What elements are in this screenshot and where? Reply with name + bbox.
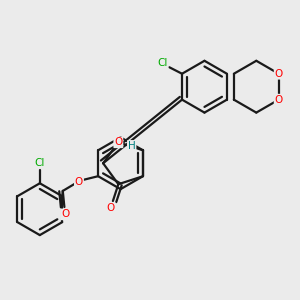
Text: O: O: [274, 94, 283, 105]
Text: O: O: [274, 69, 283, 79]
Text: O: O: [75, 176, 83, 187]
Text: Cl: Cl: [157, 58, 167, 68]
Text: O: O: [114, 137, 122, 147]
Text: H: H: [128, 141, 136, 151]
Text: O: O: [106, 203, 115, 213]
Text: O: O: [61, 209, 69, 219]
Text: Cl: Cl: [34, 158, 45, 168]
